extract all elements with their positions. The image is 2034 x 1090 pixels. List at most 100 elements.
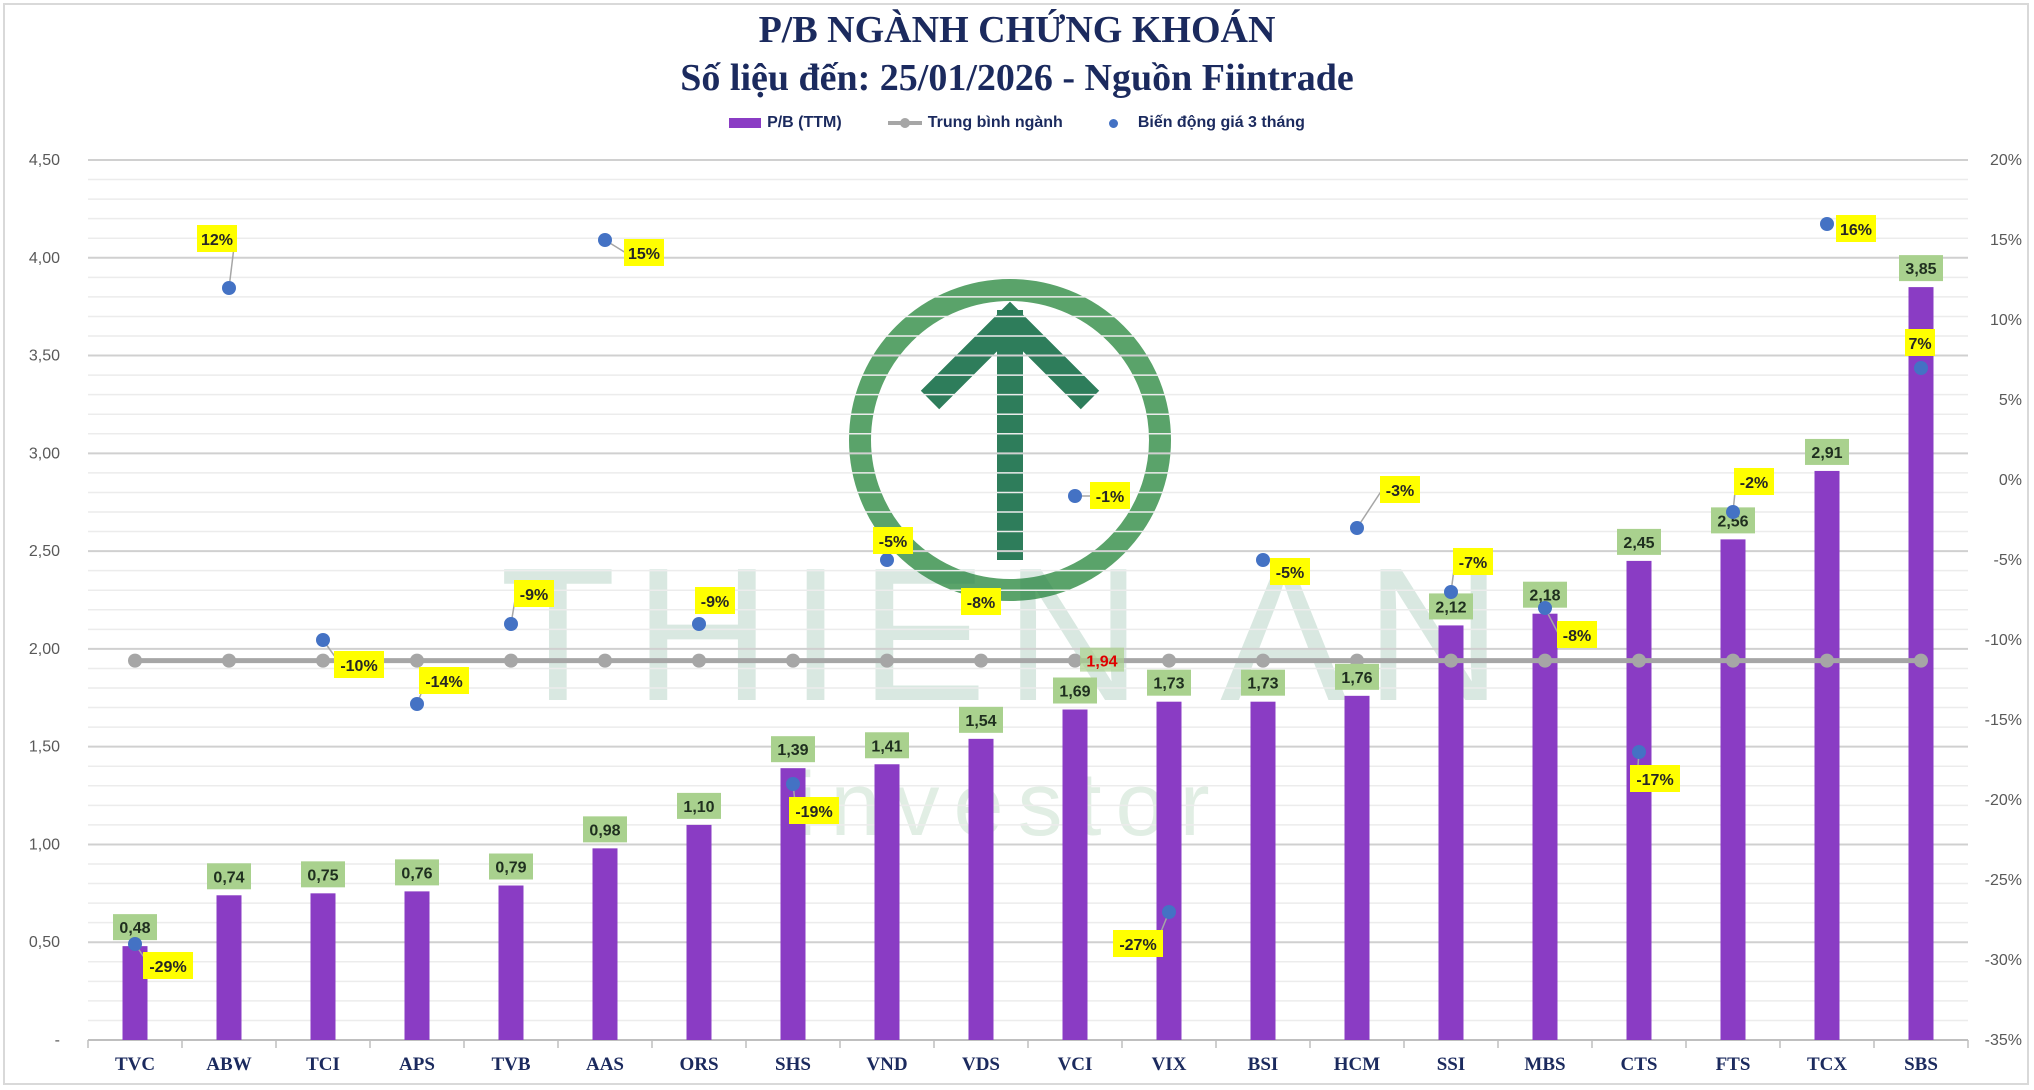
price-change-point [316, 633, 330, 647]
y-left-tick-label: 3,50 [29, 348, 60, 365]
x-tick-label: SSI [1437, 1054, 1466, 1075]
average-marker [222, 653, 236, 668]
average-marker [1444, 653, 1458, 668]
y-right-tick-label: 10% [1990, 312, 2022, 329]
x-tick-label: TCI [306, 1054, 340, 1075]
bar [1814, 470, 1840, 1040]
leader-line [1356, 489, 1383, 529]
average-marker [128, 653, 142, 668]
bar-label-bg [865, 732, 909, 759]
y-right-tick-label: -15% [1985, 712, 2022, 729]
price-label-bg [1453, 548, 1493, 575]
price-change-label: -17% [1636, 772, 1673, 789]
price-change-label: -9% [520, 587, 548, 604]
x-tick-label: BSI [1248, 1054, 1279, 1075]
bar-label-bg [207, 863, 251, 890]
price-change-point [598, 233, 612, 247]
price-change-point [1350, 521, 1364, 535]
y-left-tick-label: 4,50 [29, 152, 60, 169]
price-label-bg [1380, 476, 1420, 503]
bar [968, 738, 994, 1040]
price-change-label: 16% [1840, 222, 1872, 239]
y-right-tick-label: 15% [1990, 232, 2022, 249]
bar-label-bg [1617, 528, 1661, 555]
y-left-tick-label: - [55, 1032, 60, 1049]
bar-data-label: 0,75 [307, 867, 338, 884]
bar [1438, 625, 1464, 1040]
y-right-tick-label: -5% [1994, 552, 2022, 569]
bar-data-label: 1,39 [777, 742, 808, 759]
x-tick-label: ABW [206, 1054, 251, 1075]
bar-label-bg [677, 792, 721, 819]
y-right-tick-label: -30% [1985, 952, 2022, 969]
x-tick-label: CTS [1621, 1054, 1658, 1075]
price-change-label: -29% [149, 959, 186, 976]
bar-label-bg [1899, 255, 1943, 282]
price-change-label: -8% [1563, 628, 1591, 645]
average-marker [786, 653, 800, 668]
price-change-point [1162, 905, 1176, 919]
price-label-bg [1090, 482, 1130, 509]
average-marker [1820, 653, 1834, 668]
bar-label-bg [1053, 677, 1097, 704]
price-label-bg [1836, 215, 1876, 242]
price-change-label: -8% [967, 595, 995, 612]
bar [874, 764, 900, 1040]
x-tick-label: SBS [1904, 1054, 1938, 1075]
price-label-bg [789, 797, 839, 824]
price-change-point [1820, 217, 1834, 231]
bar-label-bg [301, 861, 345, 888]
legend-swatch-line [887, 118, 922, 128]
legend-label: Biến động giá 3 tháng [1137, 114, 1305, 131]
bar-data-label: 1,76 [1341, 670, 1372, 687]
x-tick-label: TVB [491, 1054, 530, 1075]
average-marker [1726, 653, 1740, 668]
y-right-tick-label: -25% [1985, 872, 2022, 889]
bar-data-label: 2,56 [1717, 513, 1748, 530]
bar-label-bg [489, 853, 533, 880]
price-label-bg [514, 580, 554, 607]
legend-swatch-bar [729, 118, 762, 128]
average-marker [1162, 653, 1176, 668]
bar-data-label: 2,12 [1435, 599, 1466, 616]
bar [1626, 560, 1652, 1040]
price-label-bg [1270, 558, 1310, 585]
average-marker [504, 653, 518, 668]
y-right-tick-label: 5% [1999, 392, 2022, 409]
price-change-point [128, 937, 142, 951]
price-change-point [1256, 553, 1270, 567]
bar [1156, 701, 1182, 1040]
price-change-point [1726, 505, 1740, 519]
price-change-point [1538, 601, 1552, 615]
bar-data-label: 3,85 [1905, 261, 1936, 278]
x-tick-label: FTS [1716, 1054, 1751, 1075]
price-change-point [1444, 585, 1458, 599]
x-tick-label: TCX [1807, 1054, 1847, 1075]
bar-data-label: 1,41 [871, 738, 902, 755]
bar-data-label: 0,76 [401, 865, 432, 882]
x-tick-label: VIX [1152, 1054, 1187, 1075]
bar [1532, 613, 1558, 1040]
price-change-label: -7% [1459, 555, 1487, 572]
bar-label-bg [959, 706, 1003, 733]
bar-label-bg [583, 816, 627, 843]
price-change-label: -19% [795, 804, 832, 821]
legend-swatch-dot [1108, 118, 1118, 128]
price-change-label: -10% [340, 658, 377, 675]
average-marker [1068, 653, 1082, 668]
price-label-bg [695, 587, 735, 614]
y-left-tick-label: 2,50 [29, 543, 60, 560]
bar-data-label: 0,79 [495, 860, 526, 877]
average-marker [598, 653, 612, 668]
chart-subtitle: Số liệu đến: 25/01/2026 - Nguồn Fiintrad… [680, 57, 1354, 99]
price-label-bg [419, 667, 469, 694]
average-marker [1632, 653, 1646, 668]
bar-data-label: 1,10 [683, 799, 714, 816]
bar [1344, 695, 1370, 1040]
bar-data-label: 1,73 [1153, 676, 1184, 693]
price-change-label: 7% [1908, 336, 1931, 353]
price-label-bg [1734, 468, 1774, 495]
average-marker [880, 653, 894, 668]
price-label-bg [1905, 329, 1935, 356]
price-label-bg [961, 588, 1001, 615]
